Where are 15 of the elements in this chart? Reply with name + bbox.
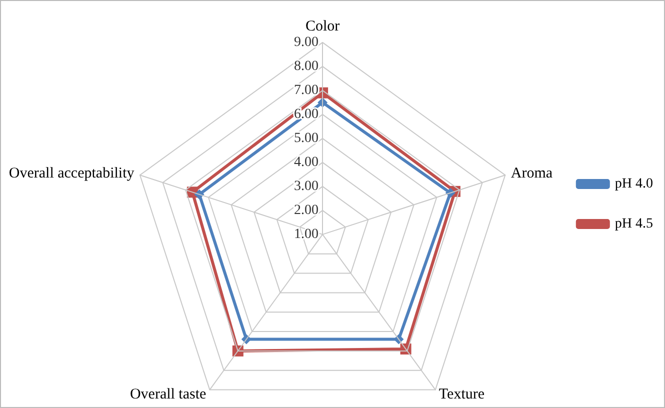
- legend-label: pH 4.0: [614, 176, 654, 192]
- spoke-label: Overall acceptability: [8, 165, 135, 182]
- spoke-label: Texture: [438, 386, 485, 403]
- y-tick-label: 5.00: [294, 130, 319, 146]
- y-tick-label: 4.00: [294, 154, 319, 170]
- y-tick-label: 1.00: [294, 226, 319, 242]
- spoke-label: Aroma: [510, 165, 553, 182]
- spoke-label: Overall taste: [130, 386, 207, 403]
- y-tick-label: 7.00: [294, 82, 319, 98]
- y-tick-label: 3.00: [294, 178, 319, 194]
- spoke-label: Color: [305, 18, 340, 35]
- y-tick-label: 8.00: [294, 58, 319, 74]
- y-tick-label: 2.00: [294, 202, 319, 218]
- legend-label: pH 4.5: [614, 216, 654, 232]
- y-tick-label: 9.00: [294, 34, 319, 50]
